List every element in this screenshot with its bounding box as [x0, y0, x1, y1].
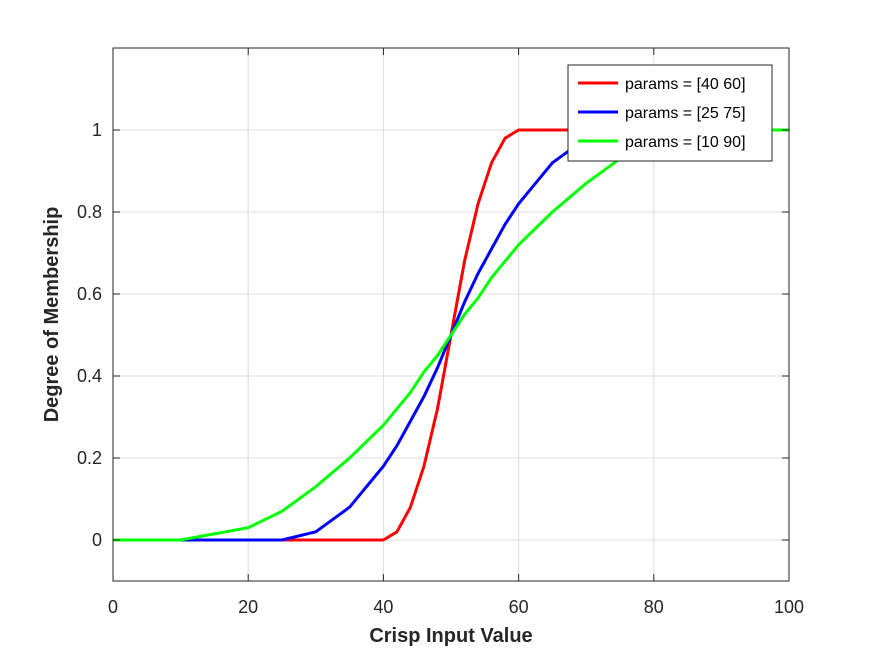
- legend-entry: params = [40 60]: [625, 76, 746, 93]
- x-tick-label: 60: [509, 597, 529, 617]
- y-axis-tick-labels: 0 0.2 0.4 0.6 0.8 1: [77, 120, 102, 550]
- tick-marks: [112, 48, 790, 581]
- x-tick-label: 100: [774, 597, 804, 617]
- x-tick-label: 80: [644, 597, 664, 617]
- legend-entry: params = [10 90]: [625, 134, 746, 151]
- y-tick-label: 0.2: [77, 448, 102, 468]
- y-axis-label: Degree of Membership: [41, 207, 63, 423]
- legend-items: params = [40 60] params = [25 75] params =…: [578, 76, 746, 151]
- legend: params = [40 60] params = [25 75] params =…: [567, 64, 773, 162]
- y-tick-label: 1: [92, 120, 102, 140]
- y-tick-label: 0: [92, 530, 102, 550]
- y-tick-label: 0.4: [77, 366, 102, 386]
- x-tick-label: 0: [108, 597, 118, 617]
- x-axis-label: Crisp Input Value: [369, 625, 532, 647]
- x-tick-label: 20: [238, 597, 258, 617]
- x-axis-tick-labels: 0 20 40 60 80 100: [108, 597, 804, 617]
- plot-frame: [112, 47, 790, 582]
- y-tick-label: 0.8: [77, 202, 102, 222]
- y-tick-label: 0.6: [77, 284, 102, 304]
- legend-entry: params = [25 75]: [625, 105, 746, 122]
- x-tick-label: 40: [373, 597, 393, 617]
